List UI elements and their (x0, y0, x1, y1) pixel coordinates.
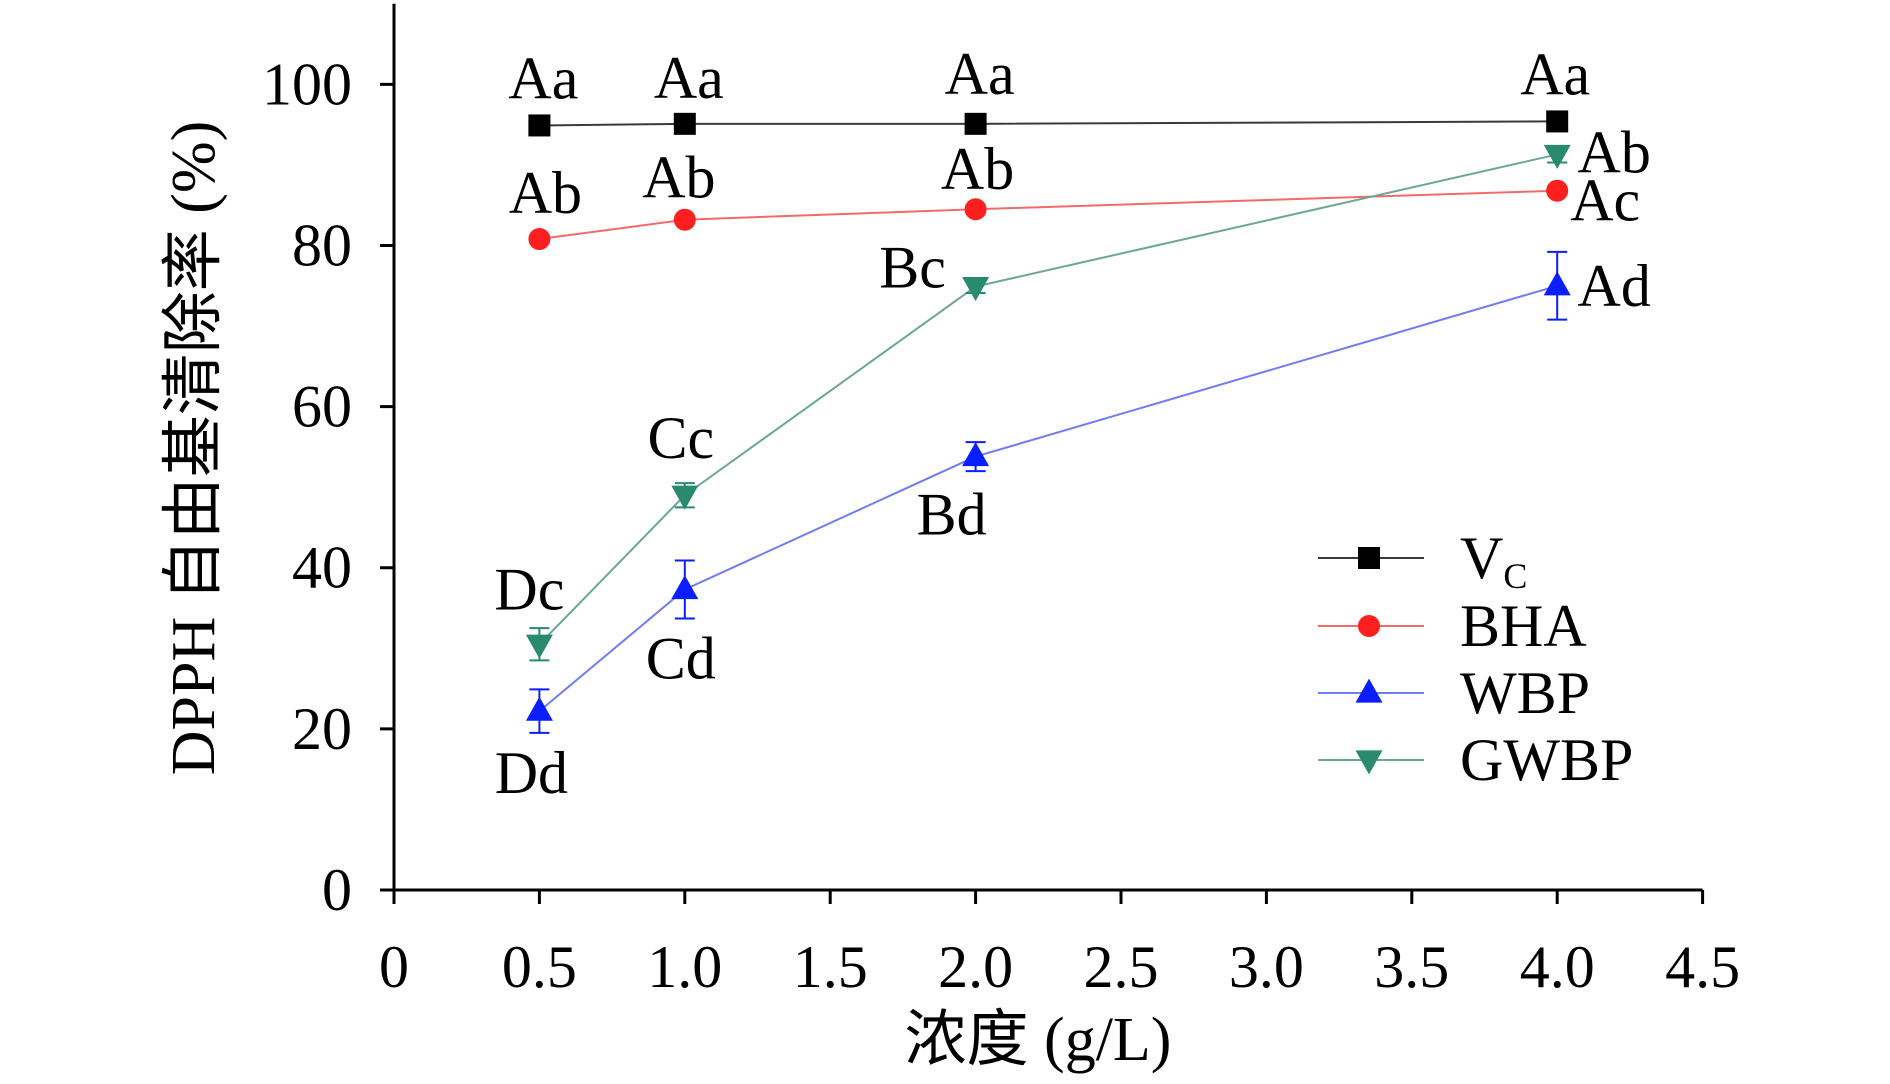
y-tick-label: 100 (262, 51, 352, 117)
series-gwbp-line (538, 153, 1558, 645)
series-vc-point (528, 114, 551, 137)
significance-label: Cd (646, 625, 716, 691)
legend-label: WBP (1460, 660, 1590, 726)
x-tick-label: 0 (379, 934, 409, 1000)
legend-marker (1358, 547, 1380, 569)
legend-marker (1358, 615, 1380, 637)
series-marks (525, 110, 1571, 734)
legend-label: BHA (1460, 593, 1587, 659)
legend-label-subscript: C (1503, 556, 1527, 596)
x-tick-label: 1.0 (647, 934, 722, 1000)
legend-marker (1355, 750, 1383, 775)
legend-label: VC (1460, 525, 1527, 596)
series-vc-line (539, 120, 1558, 127)
x-tick-label: 4.5 (1665, 934, 1740, 1000)
legend-item-wbp: WBP (1318, 660, 1590, 726)
significance-label: Ab (941, 136, 1014, 202)
series-wbp-point (525, 696, 553, 721)
x-tick-label: 3.0 (1229, 934, 1304, 1000)
significance-label: Aa (508, 45, 578, 111)
x-tick-label: 2.5 (1084, 934, 1159, 1000)
y-tick-label: 80 (292, 212, 352, 278)
significance-label: Ab (509, 160, 582, 226)
series-vc-point (964, 112, 987, 135)
series-wbp-point (962, 442, 990, 467)
x-tick-label: 0.5 (502, 934, 577, 1000)
series-lines (538, 120, 1558, 712)
y-tick-label: 40 (292, 535, 352, 601)
x-tick-label: 1.5 (793, 934, 868, 1000)
series-bha-line (539, 189, 1558, 241)
significance-label: Ab (642, 145, 715, 211)
series-gwbp-point (525, 634, 553, 659)
significance-label: Dc (494, 556, 564, 622)
y-tick-label: 60 (292, 374, 352, 440)
x-tick-label: 2.0 (938, 934, 1013, 1000)
significance-label: Ac (1570, 168, 1640, 234)
series-bha-point (964, 198, 987, 221)
significance-label: Ad (1578, 253, 1651, 319)
significance-label: Aa (1520, 41, 1590, 107)
legend-label: GWBP (1460, 727, 1633, 793)
series-wbp-point (671, 575, 699, 600)
significance-label: Aa (654, 45, 724, 111)
significance-label: Bc (879, 235, 946, 301)
series-vc-point (1546, 110, 1569, 133)
significance-label: Dd (495, 740, 568, 806)
legend-item-gwbp: GWBP (1318, 727, 1633, 793)
series-gwbp-point (1543, 144, 1571, 169)
significance-label: Bd (917, 482, 987, 548)
legend-marker (1355, 678, 1383, 703)
series-bha-point (673, 208, 696, 231)
x-tick-label: 3.5 (1374, 934, 1449, 1000)
y-tick-label: 0 (322, 857, 352, 923)
significance-label: Aa (945, 41, 1015, 107)
series-gwbp-point (671, 485, 699, 510)
series-wbp-point (1543, 271, 1571, 296)
series-wbp-line (538, 284, 1558, 712)
x-tick-label: 4.0 (1520, 934, 1595, 1000)
series-gwbp-point (962, 276, 990, 301)
y-axis-label: DPPH 自由基清除率 (%) (160, 121, 228, 775)
legend-item-bha: BHA (1318, 593, 1587, 659)
axes: 0 0.5 1.0 1.5 2.0 2.5 3.0 3.5 4.0 4.5 0 20 40 60 80 100 (262, 3, 1740, 1000)
legend-item-vc: VC (1318, 525, 1527, 596)
significance-label: Ab (1578, 119, 1651, 185)
significance-label: Cc (647, 405, 714, 471)
y-tick-label: 20 (292, 696, 352, 762)
series-bha-point (528, 228, 551, 251)
series-bha-point (1546, 179, 1569, 202)
series-vc-point (673, 112, 696, 135)
x-axis-label: 浓度 (g/L) (905, 1006, 1172, 1074)
